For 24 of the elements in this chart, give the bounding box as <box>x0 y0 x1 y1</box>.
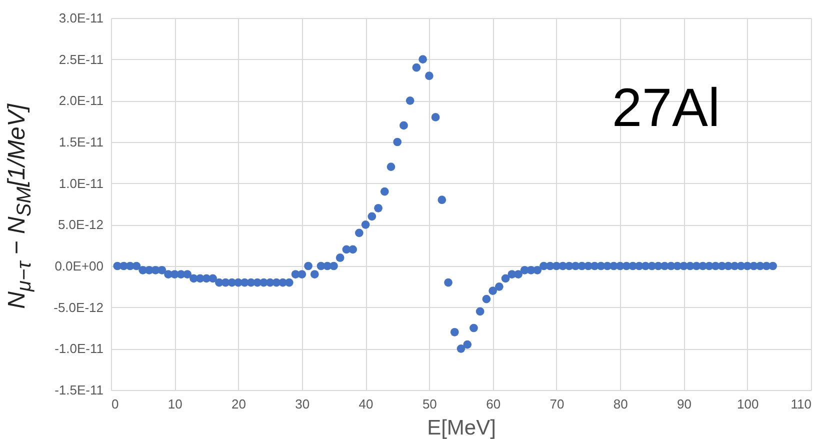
x-tick-label: 30 <box>295 396 310 412</box>
x-axis-title: E[MeV] <box>427 416 496 439</box>
y-tick-label: -1.0E-11 <box>54 341 104 356</box>
x-tick-label: 0 <box>112 396 119 412</box>
y-tick-label: 1.0E-11 <box>58 176 104 191</box>
x-tick-label: 90 <box>676 396 692 412</box>
y-tick-label: -1.5E-11 <box>54 382 104 398</box>
x-tick-label: 110 <box>790 396 812 412</box>
x-tick-label: 60 <box>486 396 501 412</box>
y-tick-label: 0.0E+00 <box>54 258 104 274</box>
x-tick-label: 20 <box>232 396 246 412</box>
x-tick-label: 80 <box>613 396 628 412</box>
y-tick-label: 3.0E-11 <box>58 10 104 26</box>
x-tick-label: 40 <box>358 396 374 412</box>
y-tick-label: 2.0E-11 <box>58 93 104 108</box>
annotation: 27Al <box>612 78 720 138</box>
x-tick-label: 70 <box>550 396 564 412</box>
y-tick-label: 1.5E-11 <box>58 134 104 150</box>
x-tick-label: 10 <box>168 396 182 412</box>
x-tick-label: 50 <box>422 396 437 412</box>
y-tick-label: 2.5E-11 <box>58 52 104 67</box>
x-tick-label: 100 <box>737 396 759 412</box>
y-tick-label: 5.0E-12 <box>58 217 104 232</box>
y-tick-label: -5.0E-12 <box>54 300 104 315</box>
